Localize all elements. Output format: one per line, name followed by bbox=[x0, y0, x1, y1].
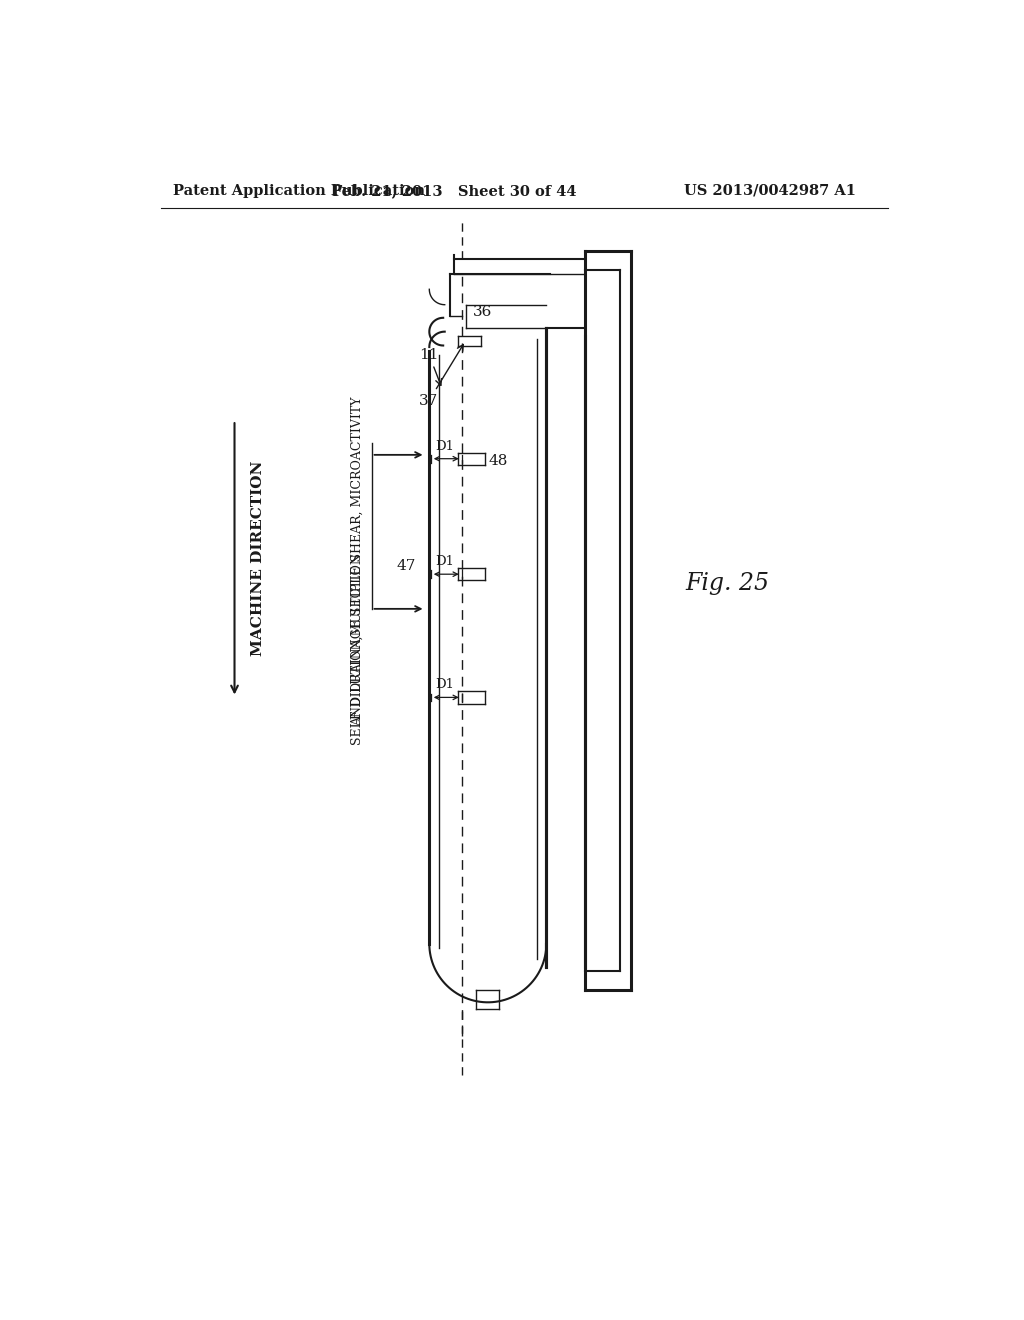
Text: MACHINE DIRECTION: MACHINE DIRECTION bbox=[251, 461, 264, 656]
Text: US 2013/0042987 A1: US 2013/0042987 A1 bbox=[684, 183, 856, 198]
Text: Feb. 21, 2013   Sheet 30 of 44: Feb. 21, 2013 Sheet 30 of 44 bbox=[332, 183, 577, 198]
Text: 36: 36 bbox=[473, 305, 493, 319]
Text: D1: D1 bbox=[435, 440, 455, 453]
Text: 37: 37 bbox=[419, 345, 463, 408]
Text: Fig. 25: Fig. 25 bbox=[685, 572, 769, 594]
Text: D1: D1 bbox=[435, 554, 455, 568]
Text: 11: 11 bbox=[419, 347, 441, 385]
Text: D1: D1 bbox=[435, 678, 455, 692]
Text: SELF DILUTION,MULTIPLE SHEAR, MICROACTIVITY: SELF DILUTION,MULTIPLE SHEAR, MICROACTIV… bbox=[351, 396, 365, 744]
Text: 48: 48 bbox=[488, 454, 508, 467]
Text: Patent Application Publication: Patent Application Publication bbox=[173, 183, 425, 198]
Text: 47: 47 bbox=[396, 560, 416, 573]
Text: AND DRAINAGE SECTION: AND DRAINAGE SECTION bbox=[351, 553, 365, 726]
